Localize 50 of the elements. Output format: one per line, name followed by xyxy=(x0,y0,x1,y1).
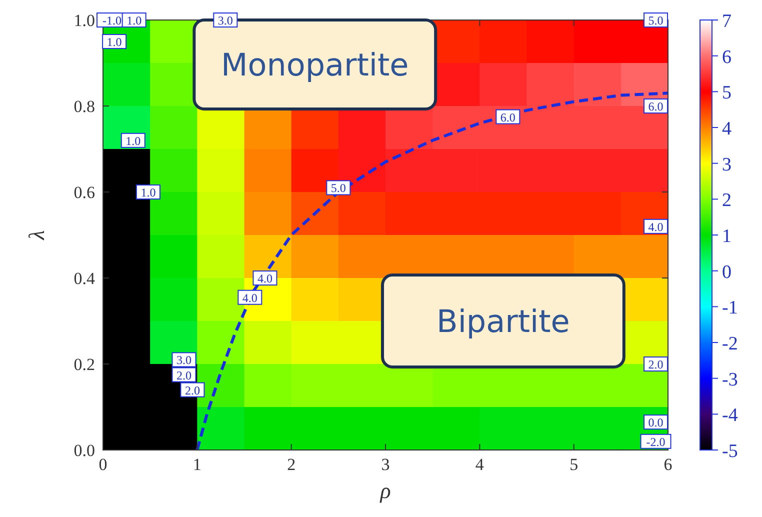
x-axis-title: ρ xyxy=(379,478,391,503)
annotation: 1.0 xyxy=(106,35,122,49)
color-bar-label: -3 xyxy=(722,369,738,390)
color-bar-label: 0 xyxy=(722,262,732,283)
x-tick-label: 1 xyxy=(192,455,202,474)
y-tick-label: 0.6 xyxy=(74,183,95,202)
annotation: 1.0 xyxy=(140,186,156,200)
color-bar-label: -4 xyxy=(722,405,738,426)
x-tick-label: 5 xyxy=(570,455,578,474)
x-tick-label: 2 xyxy=(287,455,296,474)
annotation: 4.0 xyxy=(648,220,664,234)
annotation: 2.0 xyxy=(648,358,664,372)
annotation: 0.0 xyxy=(648,416,664,430)
annotation: Bipartite xyxy=(436,304,570,340)
annotation: 6.0 xyxy=(500,110,516,124)
x-tick-label: 6 xyxy=(664,455,672,474)
y-tick-label: 0.4 xyxy=(74,269,96,288)
annotation: 1.0 xyxy=(126,134,141,148)
x-tick-label: 0 xyxy=(98,455,108,474)
annotation: 2.0 xyxy=(184,383,200,398)
color-bar-label: 4 xyxy=(722,118,732,140)
annotation: 6.0 xyxy=(648,100,664,114)
annotation: 5.0 xyxy=(648,14,664,28)
annotation: 4.0 xyxy=(257,272,272,286)
y-axis-title: λ xyxy=(24,230,49,241)
color-bar-label: -5 xyxy=(722,441,738,462)
annotation: 2.0 xyxy=(176,368,192,382)
annotation: -2.0 xyxy=(646,434,666,449)
color-bar-label: -1 xyxy=(722,298,738,319)
color-bar-label: 3 xyxy=(722,154,732,176)
annotation: 5.0 xyxy=(330,181,346,196)
color-bar-label: 1 xyxy=(722,226,732,247)
color-bar-label: -2 xyxy=(722,334,738,354)
y-tick-label: 0.0 xyxy=(74,441,95,460)
annotation: -1.0 xyxy=(102,14,122,28)
color-bar-label: 7 xyxy=(722,11,732,32)
y-tick-label: 0.2 xyxy=(74,355,95,374)
annotation: 1.0 xyxy=(126,14,142,28)
y-tick-label: 1.0 xyxy=(74,11,95,30)
color-bar-label: 5 xyxy=(722,82,732,104)
color-bar-label: 6 xyxy=(722,46,732,68)
x-tick-label: 3 xyxy=(381,455,390,474)
annotation: 3.0 xyxy=(176,353,192,368)
annotation: 4.0 xyxy=(242,290,258,305)
annotation: 3.0 xyxy=(218,14,233,28)
color-bar-label: 2 xyxy=(722,190,732,212)
annotation: Monopartite xyxy=(221,48,409,84)
label-box: Bipartite xyxy=(381,274,626,368)
y-tick-label: 0.8 xyxy=(74,97,95,116)
x-tick-label: 4 xyxy=(475,455,484,474)
